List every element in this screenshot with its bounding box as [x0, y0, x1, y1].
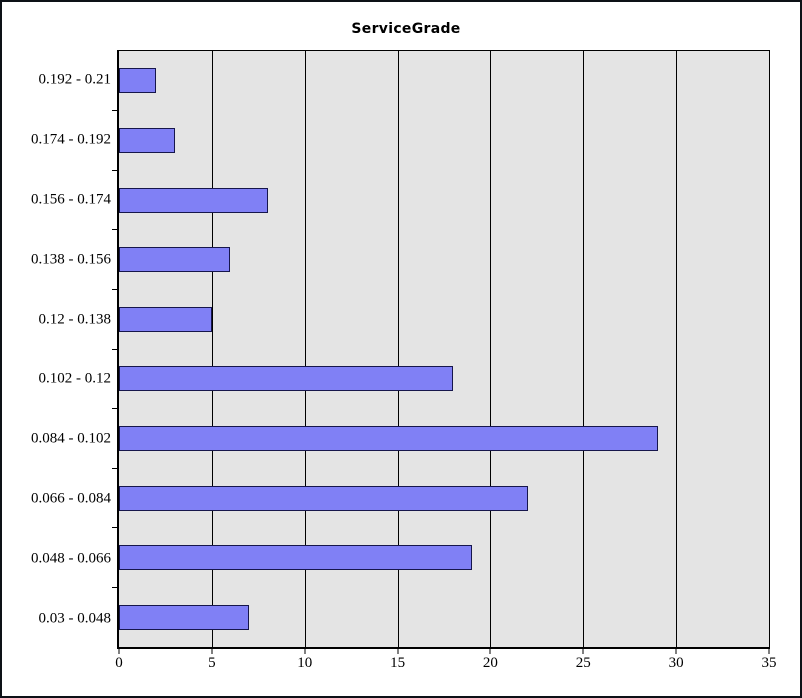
bar [119, 187, 268, 213]
x-axis-tick [397, 649, 399, 654]
y-tick-label: 0.156 - 0.174 [31, 191, 111, 208]
bar [119, 68, 157, 94]
gridline [304, 51, 306, 647]
y-axis-tick [112, 169, 117, 171]
x-tick-label: 20 [482, 655, 498, 671]
y-axis-tick [112, 229, 117, 231]
plot-area: 0 5 10 15 20 25 30 35 [112, 50, 777, 671]
x-axis-tick [675, 649, 677, 654]
gridline [211, 51, 213, 647]
gridline [583, 51, 585, 647]
y-tick-label: 0.102 - 0.12 [38, 370, 112, 387]
x-tick-label: 35 [761, 655, 777, 671]
x-tick-label: 5 [208, 655, 216, 671]
chart-title: ServiceGrade [351, 21, 461, 37]
y-tick-label: 0.03 - 0.048 [38, 610, 112, 627]
bar [119, 306, 212, 332]
x-axis-tick [118, 649, 120, 654]
x-tick-label: 0 [115, 655, 123, 671]
y-tick-label: 0.192 - 0.21 [38, 71, 112, 88]
y-tick-label: 0.066 - 0.084 [31, 490, 111, 507]
x-tick-label: 15 [390, 655, 406, 671]
y-tick-label: 0.138 - 0.156 [31, 251, 111, 268]
y-tick-label: 0.12 - 0.138 [38, 311, 112, 328]
x-axis-tick [211, 649, 213, 654]
bar [119, 425, 658, 451]
y-tick-label: 0.084 - 0.102 [31, 430, 111, 447]
y-axis-tick [112, 408, 117, 410]
x-tick-label: 10 [297, 655, 313, 671]
x-axis-tick [768, 649, 770, 654]
gridline [676, 51, 678, 647]
bar [119, 545, 472, 571]
bar [119, 127, 175, 153]
y-tick-label: 0.174 - 0.192 [31, 131, 111, 148]
y-axis-tick [112, 348, 117, 350]
x-tick-label: 30 [668, 655, 684, 671]
y-axis-tick [112, 110, 117, 112]
x-axis-tick [489, 649, 491, 654]
x-axis-tick [304, 649, 306, 654]
gridline [490, 51, 492, 647]
x-axis-tick [582, 649, 584, 654]
x-tick-label: 25 [575, 655, 591, 671]
y-axis-labels: 0.192 - 0.21 0.174 - 0.192 0.156 - 0.174 0.… [0, 50, 111, 649]
bar [119, 247, 231, 273]
y-axis-tick [112, 467, 117, 469]
gridline [397, 51, 399, 647]
bar [119, 485, 528, 511]
bar [119, 604, 249, 630]
y-axis-tick [112, 527, 117, 529]
y-axis-tick [112, 288, 117, 290]
y-tick-label: 0.048 - 0.066 [31, 550, 111, 567]
bar [119, 366, 454, 392]
y-axis-tick [112, 586, 117, 588]
